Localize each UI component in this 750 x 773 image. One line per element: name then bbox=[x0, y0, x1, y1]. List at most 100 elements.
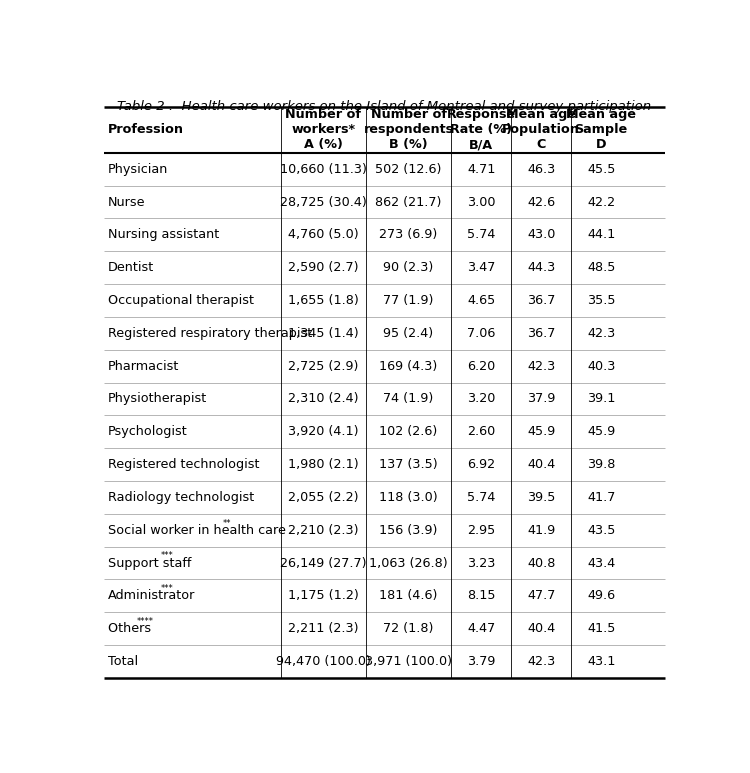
Text: 40.4: 40.4 bbox=[527, 622, 555, 635]
Text: 862 (21.7): 862 (21.7) bbox=[375, 196, 442, 209]
Text: 74 (1.9): 74 (1.9) bbox=[383, 393, 433, 406]
Text: 90 (2.3): 90 (2.3) bbox=[383, 261, 433, 274]
Text: 43.1: 43.1 bbox=[587, 655, 616, 668]
Text: 72 (1.8): 72 (1.8) bbox=[383, 622, 433, 635]
Text: 5.74: 5.74 bbox=[467, 491, 495, 504]
Text: ***: *** bbox=[161, 584, 174, 593]
Text: Total: Total bbox=[108, 655, 138, 668]
Text: 169 (4.3): 169 (4.3) bbox=[380, 359, 438, 373]
Text: 44.3: 44.3 bbox=[527, 261, 555, 274]
Text: 41.9: 41.9 bbox=[527, 524, 555, 536]
Text: 273 (6.9): 273 (6.9) bbox=[380, 228, 438, 241]
Text: 45.9: 45.9 bbox=[527, 425, 555, 438]
Text: Social worker in health care: Social worker in health care bbox=[108, 524, 286, 536]
Text: 181 (4.6): 181 (4.6) bbox=[380, 589, 438, 602]
Text: 49.6: 49.6 bbox=[587, 589, 615, 602]
Text: 2,590 (2.7): 2,590 (2.7) bbox=[288, 261, 358, 274]
Text: Response
Rate (%)
B/A: Response Rate (%) B/A bbox=[446, 108, 516, 152]
Text: Others: Others bbox=[108, 622, 154, 635]
Text: 26,149 (27.7): 26,149 (27.7) bbox=[280, 557, 367, 570]
Text: 42.3: 42.3 bbox=[527, 655, 555, 668]
Text: 43.5: 43.5 bbox=[587, 524, 616, 536]
Text: 40.4: 40.4 bbox=[527, 458, 555, 471]
Text: Nurse: Nurse bbox=[108, 196, 146, 209]
Text: 4.71: 4.71 bbox=[467, 163, 495, 175]
Text: Dentist: Dentist bbox=[108, 261, 154, 274]
Text: 156 (3.9): 156 (3.9) bbox=[380, 524, 438, 536]
Text: ****: **** bbox=[136, 617, 154, 626]
Text: 45.9: 45.9 bbox=[587, 425, 615, 438]
Text: Radiology technologist: Radiology technologist bbox=[108, 491, 254, 504]
Text: Number of
workers*
A (%): Number of workers* A (%) bbox=[285, 108, 362, 152]
Text: Number of
respondents
B (%): Number of respondents B (%) bbox=[364, 108, 454, 152]
Text: Profession: Profession bbox=[108, 123, 184, 136]
Text: 42.3: 42.3 bbox=[527, 359, 555, 373]
Text: 1,345 (1.4): 1,345 (1.4) bbox=[288, 327, 358, 340]
Text: 5.74: 5.74 bbox=[467, 228, 495, 241]
Text: 3.47: 3.47 bbox=[467, 261, 495, 274]
Text: 36.7: 36.7 bbox=[527, 294, 556, 307]
Text: 41.5: 41.5 bbox=[587, 622, 616, 635]
Text: Support staff: Support staff bbox=[108, 557, 191, 570]
Text: Registered technologist: Registered technologist bbox=[108, 458, 260, 471]
Text: 502 (12.6): 502 (12.6) bbox=[375, 163, 442, 175]
Text: 94,470 (100.0): 94,470 (100.0) bbox=[276, 655, 370, 668]
Text: 77 (1.9): 77 (1.9) bbox=[383, 294, 433, 307]
Text: 37.9: 37.9 bbox=[527, 393, 556, 406]
Text: Registered respiratory therapist: Registered respiratory therapist bbox=[108, 327, 312, 340]
Text: 43.4: 43.4 bbox=[587, 557, 615, 570]
Text: 4.65: 4.65 bbox=[467, 294, 495, 307]
Text: 48.5: 48.5 bbox=[587, 261, 616, 274]
Text: 2.60: 2.60 bbox=[467, 425, 495, 438]
Text: 2,310 (2.4): 2,310 (2.4) bbox=[288, 393, 358, 406]
Text: 40.3: 40.3 bbox=[587, 359, 616, 373]
Text: ***: *** bbox=[161, 551, 174, 560]
Text: Table 2 .  Health care workers on the Island of Montreal and survey participatio: Table 2 . Health care workers on the Isl… bbox=[117, 100, 652, 114]
Text: 6.20: 6.20 bbox=[467, 359, 495, 373]
Text: 10,660 (11.3): 10,660 (11.3) bbox=[280, 163, 367, 175]
Text: 45.5: 45.5 bbox=[587, 163, 616, 175]
Text: 102 (2.6): 102 (2.6) bbox=[380, 425, 438, 438]
Text: Occupational therapist: Occupational therapist bbox=[108, 294, 254, 307]
Text: 3.00: 3.00 bbox=[467, 196, 496, 209]
Text: 1,175 (1.2): 1,175 (1.2) bbox=[288, 589, 358, 602]
Text: 40.8: 40.8 bbox=[527, 557, 556, 570]
Text: Nursing assistant: Nursing assistant bbox=[108, 228, 219, 241]
Text: 44.1: 44.1 bbox=[587, 228, 615, 241]
Text: 3,920 (4.1): 3,920 (4.1) bbox=[288, 425, 358, 438]
Text: 42.6: 42.6 bbox=[527, 196, 555, 209]
Text: 46.3: 46.3 bbox=[527, 163, 555, 175]
Text: 36.7: 36.7 bbox=[527, 327, 556, 340]
Text: 47.7: 47.7 bbox=[527, 589, 556, 602]
Text: 2,055 (2.2): 2,055 (2.2) bbox=[288, 491, 358, 504]
Text: 1,980 (2.1): 1,980 (2.1) bbox=[288, 458, 358, 471]
Text: 6.92: 6.92 bbox=[467, 458, 495, 471]
Text: 118 (3.0): 118 (3.0) bbox=[380, 491, 438, 504]
Text: 2,211 (2.3): 2,211 (2.3) bbox=[288, 622, 358, 635]
Text: Pharmacist: Pharmacist bbox=[108, 359, 179, 373]
Text: 7.06: 7.06 bbox=[467, 327, 495, 340]
Text: 1,063 (26.8): 1,063 (26.8) bbox=[369, 557, 448, 570]
Text: 95 (2.4): 95 (2.4) bbox=[383, 327, 433, 340]
Text: Mean age
Sample
D: Mean age Sample D bbox=[566, 108, 636, 152]
Text: 39.8: 39.8 bbox=[587, 458, 616, 471]
Text: 8.15: 8.15 bbox=[467, 589, 496, 602]
Text: 3,971 (100.0): 3,971 (100.0) bbox=[365, 655, 452, 668]
Text: 1,655 (1.8): 1,655 (1.8) bbox=[288, 294, 358, 307]
Text: 28,725 (30.4): 28,725 (30.4) bbox=[280, 196, 367, 209]
Text: 39.1: 39.1 bbox=[587, 393, 616, 406]
Text: 42.3: 42.3 bbox=[587, 327, 615, 340]
Text: 2.95: 2.95 bbox=[467, 524, 495, 536]
Text: 4.47: 4.47 bbox=[467, 622, 495, 635]
Text: 39.5: 39.5 bbox=[527, 491, 556, 504]
Text: 3.23: 3.23 bbox=[467, 557, 495, 570]
Text: **: ** bbox=[223, 519, 231, 527]
Text: Administrator: Administrator bbox=[108, 589, 195, 602]
Text: 137 (3.5): 137 (3.5) bbox=[380, 458, 438, 471]
Text: Physiotherapist: Physiotherapist bbox=[108, 393, 207, 406]
Text: Physician: Physician bbox=[108, 163, 168, 175]
Text: 2,725 (2.9): 2,725 (2.9) bbox=[288, 359, 358, 373]
Text: 42.2: 42.2 bbox=[587, 196, 615, 209]
Text: Mean age
Population
C: Mean age Population C bbox=[503, 108, 580, 152]
Text: 41.7: 41.7 bbox=[587, 491, 616, 504]
